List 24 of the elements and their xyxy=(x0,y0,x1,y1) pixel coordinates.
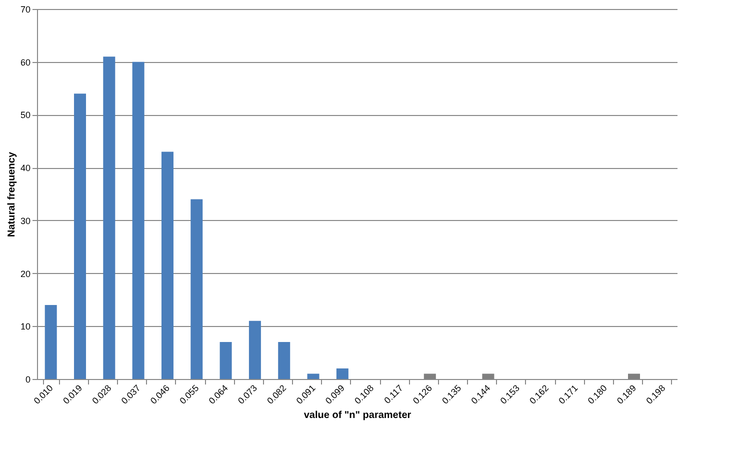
y-tick-label: 10 xyxy=(20,322,30,332)
y-axis-title: Natural frequency xyxy=(6,152,18,238)
bar xyxy=(103,56,116,379)
y-tick-label: 20 xyxy=(20,268,30,279)
bar xyxy=(336,368,348,379)
y-tick-label: 50 xyxy=(20,110,30,120)
y-tick-label: 30 xyxy=(20,216,30,226)
x-axis-title: value of "n" parameter xyxy=(304,410,412,421)
y-tick-label: 70 xyxy=(20,4,30,14)
bar xyxy=(74,94,86,379)
bar xyxy=(248,320,261,379)
bar xyxy=(132,62,144,379)
bar xyxy=(161,152,174,379)
bar xyxy=(307,374,320,379)
bar xyxy=(628,374,640,379)
bar xyxy=(424,374,436,379)
bar xyxy=(220,342,232,379)
y-tick-label: 60 xyxy=(20,57,30,68)
bar xyxy=(278,342,290,379)
y-tick-label: 40 xyxy=(20,163,30,174)
bar xyxy=(482,374,494,379)
bar xyxy=(190,199,203,379)
y-tick-label: 0 xyxy=(25,374,30,384)
bar xyxy=(44,305,57,379)
